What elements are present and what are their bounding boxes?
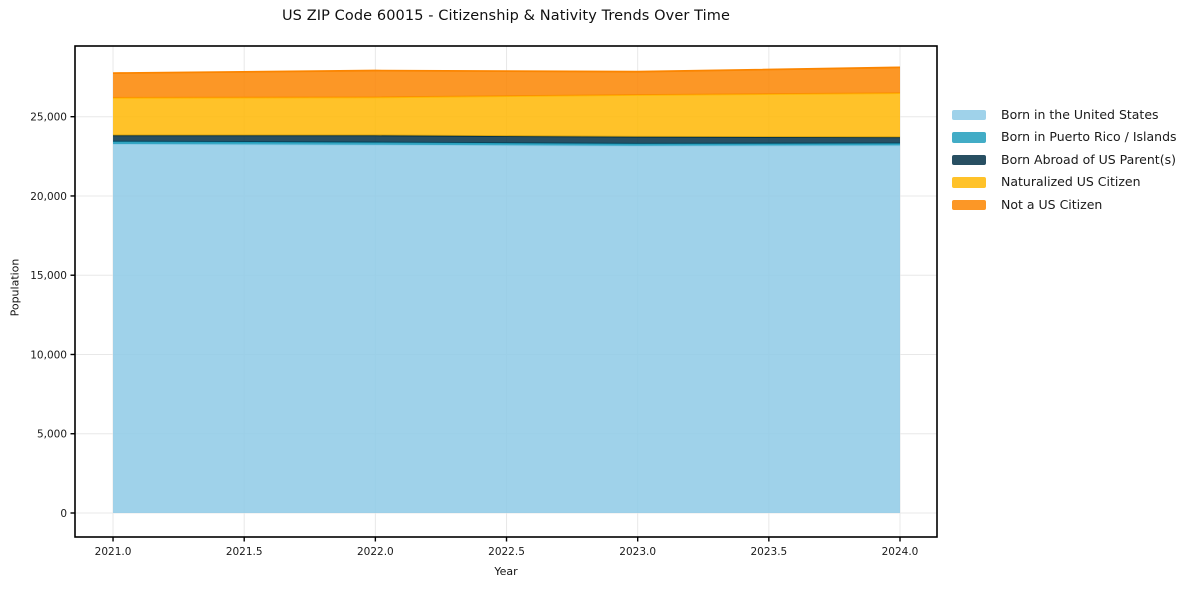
y-tick-label: 15,000 [30,270,67,282]
area-edge-4 [113,66,901,75]
x-tick-label: 2023.5 [750,546,787,558]
legend-item: Naturalized US Citizen [952,171,1187,193]
chart-title: US ZIP Code 60015 - Citizenship & Nativi… [281,8,731,24]
legend-label: Not a US Citizen [1001,196,1103,212]
x-tick-label: 2022.0 [357,546,394,558]
area-band-0 [113,143,901,514]
x-axis-label: Year [494,565,518,578]
y-tick-label: 0 [60,508,67,520]
legend-item: Born Abroad of US Parent(s) [952,149,1187,171]
x-tick-label: 2024.0 [882,546,919,558]
legend-item: Born in the United States [952,104,1187,126]
area-band-4 [113,67,901,98]
legend-label: Naturalized US Citizen [1001,174,1141,190]
x-tick-label: 2023.0 [619,546,656,558]
y-axis-label: Population [8,258,22,317]
y-tick-label: 20,000 [30,191,67,203]
x-tick-label: 2021.0 [95,546,132,558]
legend-swatch-born-pr [952,132,986,143]
y-tick-label: 25,000 [30,111,67,123]
x-tick-label: 2021.5 [226,546,263,558]
x-tick-label: 2022.5 [488,546,525,558]
legend-label: Born in Puerto Rico / Islands [1001,129,1177,145]
legend: Born in the United States Born in Puerto… [952,104,1187,216]
area-band-3 [113,93,901,138]
legend-item: Born in Puerto Rico / Islands [952,126,1187,148]
legend-swatch-born-abroad [952,154,986,166]
y-tick-label: 5,000 [37,429,67,441]
legend-label: Born Abroad of US Parent(s) [1001,151,1176,167]
legend-swatch-naturalized [952,177,986,188]
legend-label: Born in the United States [1001,106,1159,122]
legend-item: Not a US Citizen [952,194,1187,216]
y-tick-label: 10,000 [30,349,67,361]
legend-swatch-not-citizen [952,199,986,210]
legend-swatch-born-us [952,109,986,121]
